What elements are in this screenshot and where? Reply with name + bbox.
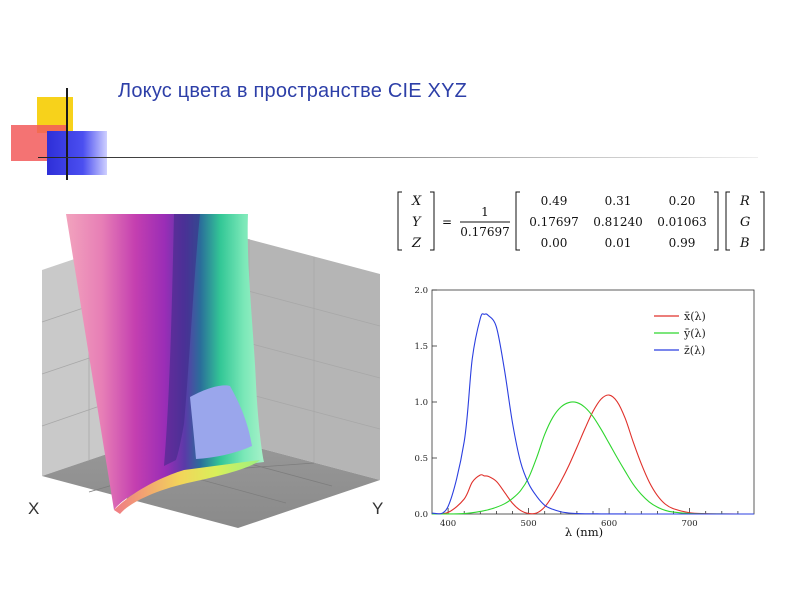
equals-sign: = [442,215,452,229]
x-tick-label: 600 [601,519,617,529]
series-line-x-bar [431,394,755,515]
rhs-g: G [740,215,750,230]
rgb-to-xyz-equation: X Y Z = 1 0.17697 0.49 0.31 0.20 0.17697… [397,191,765,251]
matrix-cell: 0.99 [669,236,696,250]
y-tick-label: 2.0 [414,286,428,296]
y-tick-label: 0.0 [414,510,428,520]
fraction-denominator: 0.17697 [460,225,510,239]
matrix-cell: 0.17697 [529,215,579,229]
fraction-numerator: 1 [481,205,489,219]
series-line-z-bar [431,313,754,515]
rhs-b: B [739,236,750,251]
x-tick-label: 500 [520,519,536,529]
decor-vertical-line [66,88,68,180]
matrix-cell: 0.49 [541,194,568,208]
plot-frame [431,289,755,515]
legend-label: x̄(λ) [684,310,706,323]
lhs-y: Y [412,215,422,230]
series-line-y-bar [431,401,755,515]
rhs-r: R [739,194,750,209]
lhs-z: Z [411,236,422,251]
series-layer [431,313,755,515]
decor-blue-square [47,131,107,175]
x-axis-label: λ (nm) [565,525,603,539]
y-tick-label: 1.5 [414,342,428,352]
x-tick-label: 400 [440,519,456,529]
slide-title: Локус цвета в пространстве CIE XYZ [118,80,468,102]
matrix-cell: 0.00 [541,236,568,250]
matrix-cell: 0.81240 [593,215,643,229]
color-matching-chart: 0.0 0.5 1.0 1.5 2.0 400 500 600 700 x̄(λ) ȳ(λ) z̄… [414,286,755,539]
matrix-cell: 0.20 [669,194,696,208]
x-tick-label: 700 [681,519,697,529]
axis-x-label: X [28,499,39,518]
matrix-cell: 0.01 [605,236,632,250]
axis-y-label: Y [372,499,383,518]
equation-brackets [397,191,765,251]
y-axis-ticks: 0.0 0.5 1.0 1.5 2.0 [414,286,437,520]
y-tick-label: 0.5 [414,454,428,464]
legend-label: z̄(λ) [684,344,705,357]
matrix-cell: 0.01063 [657,215,707,229]
lhs-x: X [411,194,422,209]
legend: x̄(λ) ȳ(λ) z̄(λ) [654,310,706,357]
locus-base-fringe [114,460,260,514]
legend-label: ȳ(λ) [683,327,706,340]
locus-shadow-edge [164,214,200,466]
matrix-cell: 0.31 [605,194,632,208]
locus-cross-section [190,385,252,459]
cie-xyz-3d-plot: X Y [24,214,396,558]
title-underline [38,157,758,158]
y-tick-label: 1.0 [414,398,428,408]
